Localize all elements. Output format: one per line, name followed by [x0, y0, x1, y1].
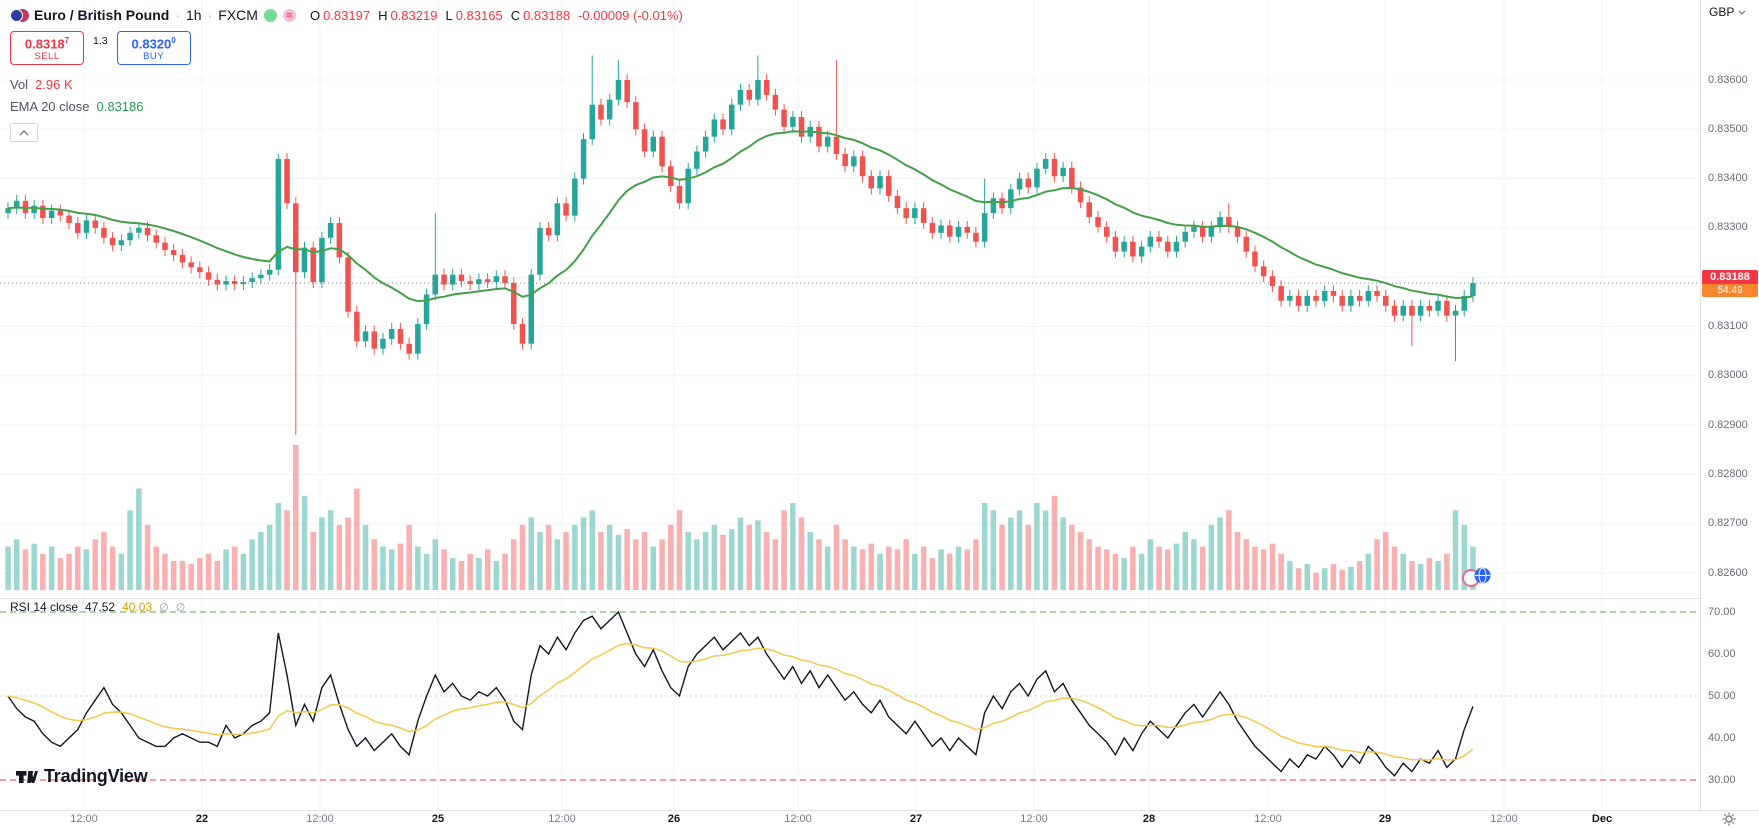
last-price-tag: 0.83188 54:49 — [1702, 270, 1758, 297]
price-axis-label: 0.83000 — [1708, 369, 1748, 382]
price-axis-label: 0.82900 — [1708, 418, 1748, 431]
volume-label: Vol — [10, 77, 29, 92]
time-axis-label: 26 — [667, 813, 681, 825]
market-status-icon[interactable] — [263, 8, 277, 22]
time-axis-label: 25 — [431, 813, 445, 825]
price-axis-label: 0.83100 — [1708, 320, 1748, 332]
close-label: C — [510, 7, 521, 23]
time-axis-label: 12:00 — [784, 813, 812, 825]
exchange-label[interactable]: FXCM — [218, 7, 258, 23]
rsi-band-toggle-icon[interactable]: ∅ — [175, 601, 186, 614]
price-axis-label: 0.83600 — [1708, 73, 1748, 86]
open-value: 0.83197 — [323, 7, 371, 23]
chevron-up-icon — [19, 129, 29, 135]
time-axis-label: 28 — [1142, 813, 1156, 825]
currency-toggle-gbp[interactable]: GBP — [1709, 5, 1746, 19]
spread-value: 1.3 — [93, 35, 108, 47]
rsi-line — [7, 610, 1474, 777]
tradingview-mark-icon — [16, 770, 38, 783]
low-label: L — [445, 7, 453, 23]
rsi-axis-label: 30.00 — [1708, 773, 1736, 786]
open-label: O — [309, 7, 321, 23]
time-axis-label: 12:00 — [306, 813, 334, 825]
rsi-legend[interactable]: RSI 14 close 47.52 40.03 ∅ ∅ — [10, 600, 185, 614]
change-value: -0.00009 (-0.01%) — [578, 7, 683, 23]
tradingview-logo-text: TradingView — [44, 766, 148, 786]
buy-price: 0.83200 — [131, 35, 176, 52]
ema-legend[interactable]: EMA 20 close 0.83186 — [10, 99, 144, 114]
high-label: H — [378, 7, 388, 23]
price-axis-label: 0.83500 — [1708, 122, 1748, 135]
last-price-value: 0.83188 — [1702, 270, 1758, 284]
volume-legend[interactable]: Vol 2.96 K — [10, 77, 73, 92]
price-axis-label: 0.83300 — [1708, 221, 1748, 234]
candles — [5, 55, 1476, 435]
buy-label: BUY — [143, 51, 165, 63]
buy-sell-widget: 0.83187 SELL 1.3 0.83200 BUY — [10, 31, 191, 65]
price-axis[interactable]: GBP 0.836000.835000.834000.833000.832000… — [1700, 0, 1759, 810]
globe-event-icon[interactable] — [1474, 567, 1491, 589]
legend-separator: · — [175, 7, 181, 23]
time-axis-label: 12:00 — [548, 813, 576, 825]
rsi-axis-label: 70.00 — [1708, 605, 1736, 618]
currency-label: GBP — [1709, 5, 1735, 19]
ema-value: 0.83186 — [96, 99, 144, 114]
time-axis-label: Dec — [1591, 813, 1613, 825]
ema-label: EMA 20 close — [10, 99, 90, 114]
close-value: 0.83188 — [523, 7, 571, 23]
legend-row: Euro / British Pound · 1h · FXCM ≋ O 0.83… — [10, 7, 683, 23]
volume-bars — [5, 445, 1476, 591]
symbol-legend: Euro / British Pound · 1h · FXCM ≋ O 0.83… — [10, 7, 683, 23]
rsi-ma-value: 40.03 — [122, 600, 153, 614]
volume-value: 2.96 K — [35, 77, 73, 92]
tradingview-logo[interactable]: TradingView — [16, 766, 148, 787]
time-axis-label: 12:00 — [1254, 813, 1282, 825]
ema-line — [7, 130, 1474, 303]
price-axis-label: 0.82700 — [1708, 517, 1748, 530]
event-markers — [1462, 566, 1496, 588]
rsi-value: 47.52 — [85, 600, 116, 614]
legend-separator: · — [207, 7, 213, 23]
time-axis-label: 12:00 — [1020, 813, 1048, 825]
sell-label: SELL — [34, 51, 60, 63]
gear-icon — [1722, 812, 1736, 826]
delayed-data-icon[interactable]: ≋ — [282, 8, 296, 22]
rsi-label: RSI 14 close — [10, 600, 79, 614]
symbol-title[interactable]: Euro / British Pound — [34, 7, 170, 23]
rsi-axis-label: 50.00 — [1708, 689, 1736, 702]
high-value: 0.83219 — [390, 7, 438, 23]
rsi-ma-line — [7, 642, 1474, 761]
rsi-axis-label: 60.00 — [1708, 647, 1736, 660]
time-axis-label: 12:00 — [70, 813, 98, 825]
buy-button[interactable]: 0.83200 BUY — [116, 31, 191, 65]
time-axis-label: 22 — [195, 813, 209, 825]
rsi-axis-label: 40.00 — [1708, 731, 1736, 744]
time-axis[interactable]: 12:00 22 12:00 25 12:00 26 12:00 27 12:00 28 12:00… — [0, 810, 1759, 828]
time-axis-label: 12:00 — [1490, 813, 1518, 825]
time-axis-label: 29 — [1378, 813, 1392, 825]
axis-settings-gear-icon[interactable] — [1722, 812, 1736, 828]
low-value: 0.83165 — [455, 7, 503, 23]
symbol-logo-icon — [10, 8, 29, 23]
globe-icon — [1474, 567, 1491, 584]
bar-countdown: 54:49 — [1702, 284, 1758, 297]
collapse-legend-button[interactable] — [10, 123, 38, 142]
time-axis-label: 27 — [909, 813, 923, 825]
price-axis-label: 0.83400 — [1708, 172, 1748, 185]
rsi-band-toggle-icon[interactable]: ∅ — [159, 601, 169, 614]
chevron-down-icon — [1738, 10, 1746, 15]
sell-price: 0.83187 — [24, 35, 70, 52]
price-axis-label: 0.82600 — [1708, 566, 1748, 579]
price-axis-label: 0.82800 — [1708, 467, 1748, 480]
sell-button[interactable]: 0.83187 SELL — [10, 31, 84, 65]
ohlc-values: O 0.83197 H 0.83219 L 0.83165 C 0.83188 -0.0… — [302, 8, 683, 23]
interval-label[interactable]: 1h — [186, 7, 202, 23]
